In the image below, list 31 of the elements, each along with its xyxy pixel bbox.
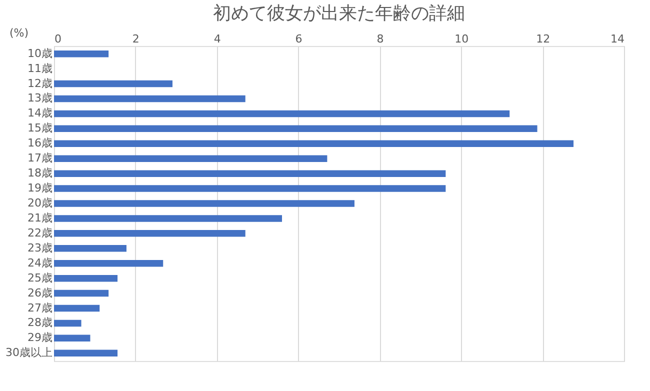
x-tick-label: 4 (214, 32, 221, 46)
y-tick-label: 26歳 (28, 286, 52, 300)
x-axis-title: (%) (10, 26, 29, 40)
y-tick-label: 11歳 (28, 62, 52, 75)
y-tick-label: 21歳 (28, 211, 52, 224)
y-tick-label: 22歳 (28, 226, 52, 240)
y-tick-label: 13歳 (28, 92, 52, 105)
y-tick-label: 15歳 (28, 122, 52, 135)
y-tick-label: 30歳以上 (6, 346, 52, 360)
y-tick-label: 27歳 (28, 301, 52, 314)
y-tick-label: 29歳 (28, 331, 52, 344)
y-tick-label: 28歳 (28, 316, 52, 330)
y-tick-label: 18歳 (28, 166, 52, 180)
x-tick-label: 8 (376, 32, 384, 46)
chart-title: 初めて彼女が出来た年齢の詳細 (213, 3, 465, 24)
y-tick-label: 23歳 (28, 241, 52, 254)
y-tick-label: 14歳 (28, 106, 52, 120)
y-tick-label: 12歳 (28, 76, 52, 90)
y-tick-label: 16歳 (28, 136, 52, 150)
x-tick-label: 0 (54, 32, 62, 46)
y-tick-label: 20歳 (28, 196, 52, 210)
x-tick-label: 2 (132, 32, 140, 46)
y-tick-label: 17歳 (28, 152, 52, 165)
y-tick-label: 19歳 (28, 182, 52, 195)
y-tick-label: 24歳 (28, 256, 52, 270)
x-tick-label: 6 (295, 32, 302, 46)
x-tick-label: 14 (610, 32, 624, 46)
y-tick-label: 25歳 (28, 271, 52, 284)
y-tick-label: 10歳 (28, 46, 52, 60)
x-tick-label: 12 (536, 32, 550, 46)
x-tick-label: 10 (454, 32, 469, 46)
